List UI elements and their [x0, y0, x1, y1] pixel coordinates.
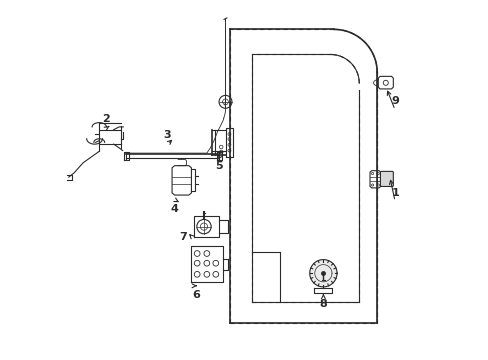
- Text: 2: 2: [102, 114, 110, 124]
- Text: 1: 1: [390, 188, 398, 198]
- Text: 7: 7: [179, 232, 187, 242]
- FancyBboxPatch shape: [380, 171, 392, 186]
- Text: 9: 9: [390, 96, 398, 106]
- Text: 3: 3: [163, 130, 171, 140]
- Text: 8: 8: [319, 299, 326, 309]
- Text: 6: 6: [192, 290, 200, 300]
- Polygon shape: [309, 260, 336, 287]
- Text: 5: 5: [215, 161, 223, 171]
- Text: 4: 4: [170, 204, 178, 214]
